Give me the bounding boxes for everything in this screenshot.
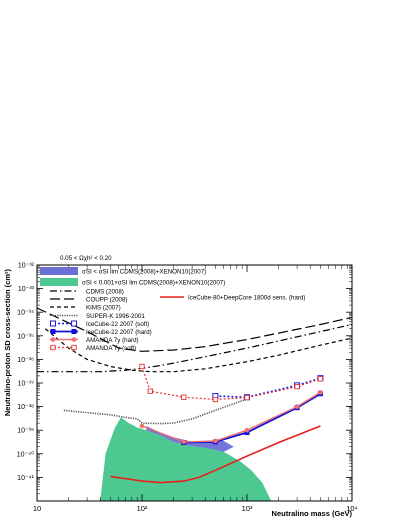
x-axis-label: Neutralino mass (GeV) xyxy=(272,509,353,518)
region-blue xyxy=(146,426,234,452)
legend-label-6: AMANDA 7y (hard) xyxy=(86,337,139,344)
series-line-8 xyxy=(110,425,321,484)
legend-marker-5-a xyxy=(50,329,56,334)
legend-label-0: CDMS (2008) xyxy=(86,288,124,295)
series-line-1 xyxy=(37,307,352,352)
series-line-3 xyxy=(63,398,248,425)
y-tick-label: 10⁻³⁸ xyxy=(17,404,34,411)
plot-area xyxy=(37,307,352,501)
legend-label-7: AMANDA 7y (soft) xyxy=(86,345,136,352)
legend-swatch-green xyxy=(40,278,78,286)
legend-swatch-blue xyxy=(40,267,78,275)
legend-label-1: COUPP (2008) xyxy=(86,296,128,303)
x-tick-label: 10² xyxy=(137,504,148,513)
legend-label-5: IceCube-22 2007 (hard) xyxy=(86,329,152,336)
y-tick-label: 10⁻³⁴ xyxy=(17,310,34,317)
series-line-4 xyxy=(215,377,321,398)
series-line-0 xyxy=(37,323,352,373)
y-tick-label: 10⁻³⁷ xyxy=(18,381,35,388)
series-line-6 xyxy=(141,391,321,443)
series-point-7-1 xyxy=(147,388,153,394)
legend-label-4: IceCube-22 2007 (soft) xyxy=(86,321,149,328)
y-tick-label: 10⁻³³ xyxy=(18,286,35,293)
legend-label-sensitivity: IceCube-80+DeepCore 1800d sens. (hard) xyxy=(188,295,305,302)
legend-label-green: σSI < 0.001×σSI lim CDMS(2008)+XENON10(2… xyxy=(82,280,225,287)
y-tick-label: 10⁻³² xyxy=(18,263,35,270)
y-tick-label: 10⁻³⁵ xyxy=(17,333,34,340)
region-green xyxy=(100,417,272,501)
series-point-6-0 xyxy=(139,423,145,429)
series-point-6-3 xyxy=(244,427,250,433)
legend-marker-6-b xyxy=(71,337,77,342)
legend-marker-4-b xyxy=(71,320,77,327)
legend-label-3: SUPER-K 1996-2001 xyxy=(86,313,145,320)
legend-marker-7-a xyxy=(50,344,56,351)
x-tick-label: 10³ xyxy=(242,504,253,513)
y-tick-label: 10⁻³⁶ xyxy=(17,357,34,364)
x-tick-label: 10⁴ xyxy=(346,504,358,513)
series-point-6-1 xyxy=(181,439,187,445)
x-tick-label: 10 xyxy=(33,504,41,513)
y-tick-label: 10⁻³⁹ xyxy=(17,428,34,435)
legend-label-2: KIMS (2007) xyxy=(86,304,121,311)
series-point-7-5 xyxy=(294,384,300,390)
legend-marker-4-a xyxy=(50,320,56,327)
relic-density-annotation: 0.05 < Ωχh² < 0.20 xyxy=(60,255,112,262)
series-point-6-4 xyxy=(294,404,300,409)
legend-marker-6-a xyxy=(50,337,56,342)
legend-marker-7-b xyxy=(71,344,77,351)
series-point-7-2 xyxy=(181,394,187,400)
y-tick-label: 10⁻⁴⁰ xyxy=(17,450,34,458)
series-point-7-4 xyxy=(244,394,250,401)
legend-marker-5-b xyxy=(71,329,77,334)
series-line-2 xyxy=(44,328,352,373)
series-point-7-3 xyxy=(212,396,219,403)
series-point-6-5 xyxy=(318,390,323,395)
series-point-7-0 xyxy=(139,363,145,370)
y-tick-label: 10⁻⁴¹ xyxy=(17,475,34,482)
series-point-6-2 xyxy=(213,438,218,444)
legend-label-blue: σSI < σSI lim CDMS(2008)+XENON10(2007) xyxy=(82,269,206,276)
series-point-7-6 xyxy=(317,376,324,382)
y-axis-label: Neutralino-proton SD cross-section (cm²) xyxy=(3,269,12,417)
